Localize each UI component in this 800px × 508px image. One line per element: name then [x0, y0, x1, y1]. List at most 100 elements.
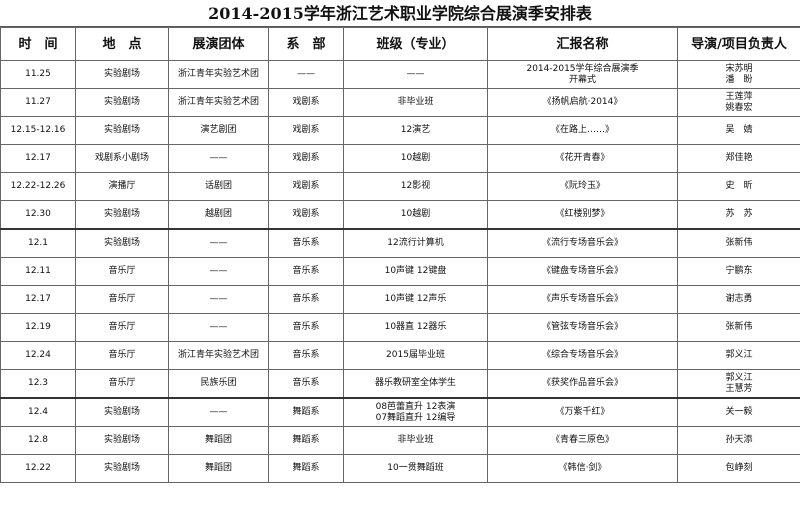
cell-director[interactable]: 王莲萍 姚春宏: [677, 88, 800, 117]
cell-venue[interactable]: 实验剧场: [75, 88, 169, 117]
cell-date[interactable]: 12.4: [0, 397, 76, 427]
cell-venue[interactable]: 实验剧场: [75, 200, 169, 230]
cell-venue[interactable]: 音乐厅: [75, 285, 169, 314]
cell-class[interactable]: 10声键 12声乐: [343, 285, 488, 314]
cell-troupe[interactable]: ——: [168, 397, 269, 427]
cell-department[interactable]: 音乐系: [268, 257, 344, 286]
cell-department[interactable]: 音乐系: [268, 228, 344, 258]
cell-troupe[interactable]: ——: [168, 228, 269, 258]
cell-troupe[interactable]: 民族乐团: [168, 369, 269, 399]
cell-venue[interactable]: 戏剧系小剧场: [75, 144, 169, 173]
cell-director[interactable]: 关一毅: [677, 397, 800, 427]
cell-date[interactable]: 11.27: [0, 88, 76, 117]
cell-date[interactable]: 12.8: [0, 426, 76, 455]
cell-class[interactable]: 12影视: [343, 172, 488, 201]
cell-department[interactable]: 舞蹈系: [268, 397, 344, 427]
cell-troupe[interactable]: 舞蹈团: [168, 426, 269, 455]
cell-department[interactable]: 音乐系: [268, 369, 344, 399]
cell-performance-name[interactable]: 《流行专场音乐会》: [487, 228, 678, 258]
cell-class[interactable]: 10越剧: [343, 144, 488, 173]
cell-venue[interactable]: 实验剧场: [75, 454, 169, 483]
cell-venue[interactable]: 实验剧场: [75, 228, 169, 258]
cell-department[interactable]: 舞蹈系: [268, 454, 344, 483]
cell-class[interactable]: 10一贯舞蹈班: [343, 454, 488, 483]
cell-troupe[interactable]: 演艺剧团: [168, 116, 269, 145]
cell-director[interactable]: 郭义江: [677, 341, 800, 370]
cell-class[interactable]: 10越剧: [343, 200, 488, 230]
cell-class[interactable]: 器乐教研室全体学生: [343, 369, 488, 399]
cell-department[interactable]: 戏剧系: [268, 172, 344, 201]
cell-director[interactable]: 张新伟: [677, 313, 800, 342]
cell-performance-name[interactable]: 《管弦专场音乐会》: [487, 313, 678, 342]
cell-troupe[interactable]: 话剧团: [168, 172, 269, 201]
cell-date[interactable]: 12.30: [0, 200, 76, 230]
cell-troupe[interactable]: 舞蹈团: [168, 454, 269, 483]
cell-director[interactable]: 宋苏明潘 盼: [677, 60, 800, 89]
cell-date[interactable]: 12.22: [0, 454, 76, 483]
cell-class[interactable]: 非毕业班: [343, 88, 488, 117]
cell-venue[interactable]: 实验剧场: [75, 426, 169, 455]
cell-director[interactable]: 张新伟: [677, 228, 800, 258]
cell-troupe[interactable]: ——: [168, 313, 269, 342]
cell-department[interactable]: 戏剧系: [268, 116, 344, 145]
cell-director[interactable]: 郭义江 王慧芳: [677, 369, 800, 399]
cell-date[interactable]: 11.25: [0, 60, 76, 89]
cell-venue[interactable]: 演播厅: [75, 172, 169, 201]
cell-department[interactable]: ——: [268, 60, 344, 89]
cell-director[interactable]: 吴 婧: [677, 116, 800, 145]
cell-venue[interactable]: 实验剧场: [75, 397, 169, 427]
cell-performance-name[interactable]: 《韩信·剑》: [487, 454, 678, 483]
cell-performance-name[interactable]: 《键盘专场音乐会》: [487, 257, 678, 286]
cell-venue[interactable]: 音乐厅: [75, 341, 169, 370]
cell-venue[interactable]: 音乐厅: [75, 257, 169, 286]
cell-troupe[interactable]: ——: [168, 285, 269, 314]
cell-troupe[interactable]: 浙江青年实验艺术团: [168, 88, 269, 117]
cell-director[interactable]: 宁鹏东: [677, 257, 800, 286]
cell-department[interactable]: 戏剧系: [268, 200, 344, 230]
cell-department[interactable]: 戏剧系: [268, 88, 344, 117]
cell-date[interactable]: 12.11: [0, 257, 76, 286]
cell-class[interactable]: 2015届毕业班: [343, 341, 488, 370]
cell-director[interactable]: 苏 苏: [677, 200, 800, 230]
cell-class[interactable]: 12演艺: [343, 116, 488, 145]
cell-class[interactable]: 10声键 12键盘: [343, 257, 488, 286]
cell-department[interactable]: 舞蹈系: [268, 426, 344, 455]
cell-department[interactable]: 音乐系: [268, 313, 344, 342]
cell-performance-name[interactable]: 《声乐专场音乐会》: [487, 285, 678, 314]
cell-date[interactable]: 12.22-12.26: [0, 172, 76, 201]
cell-date[interactable]: 12.17: [0, 144, 76, 173]
cell-troupe[interactable]: ——: [168, 257, 269, 286]
cell-date[interactable]: 12.3: [0, 369, 76, 399]
cell-director[interactable]: 郑佳艳: [677, 144, 800, 173]
cell-performance-name[interactable]: 《青春三原色》: [487, 426, 678, 455]
cell-performance-name[interactable]: 《综合专场音乐会》: [487, 341, 678, 370]
cell-class[interactable]: ——: [343, 60, 488, 89]
cell-venue[interactable]: 音乐厅: [75, 313, 169, 342]
cell-class[interactable]: 10器直 12器乐: [343, 313, 488, 342]
cell-troupe[interactable]: ——: [168, 144, 269, 173]
cell-performance-name[interactable]: 《扬帆启航·2014》: [487, 88, 678, 117]
cell-director[interactable]: 史 昕: [677, 172, 800, 201]
cell-date[interactable]: 12.17: [0, 285, 76, 314]
cell-performance-name[interactable]: 《万紫千红》: [487, 397, 678, 427]
cell-date[interactable]: 12.1: [0, 228, 76, 258]
cell-department[interactable]: 戏剧系: [268, 144, 344, 173]
cell-director[interactable]: 谢志勇: [677, 285, 800, 314]
cell-class[interactable]: 12流行计算机: [343, 228, 488, 258]
cell-date[interactable]: 12.24: [0, 341, 76, 370]
cell-performance-name[interactable]: 2014-2015学年综合展演季 开幕式: [487, 60, 678, 89]
cell-venue[interactable]: 实验剧场: [75, 60, 169, 89]
cell-class[interactable]: 08芭蕾直升 12表演 07舞蹈直升 12编导: [343, 397, 488, 427]
cell-venue[interactable]: 实验剧场: [75, 116, 169, 145]
cell-date[interactable]: 12.19: [0, 313, 76, 342]
cell-class[interactable]: 非毕业班: [343, 426, 488, 455]
cell-venue[interactable]: 音乐厅: [75, 369, 169, 399]
cell-performance-name[interactable]: 《在路上……》: [487, 116, 678, 145]
cell-troupe[interactable]: 浙江青年实验艺术团: [168, 341, 269, 370]
cell-performance-name[interactable]: 《花开青春》: [487, 144, 678, 173]
cell-performance-name[interactable]: 《红楼别梦》: [487, 200, 678, 230]
cell-director[interactable]: 包峥刻: [677, 454, 800, 483]
cell-performance-name[interactable]: 《获奖作品音乐会》: [487, 369, 678, 399]
cell-troupe[interactable]: 浙江青年实验艺术团: [168, 60, 269, 89]
cell-troupe[interactable]: 越剧团: [168, 200, 269, 230]
